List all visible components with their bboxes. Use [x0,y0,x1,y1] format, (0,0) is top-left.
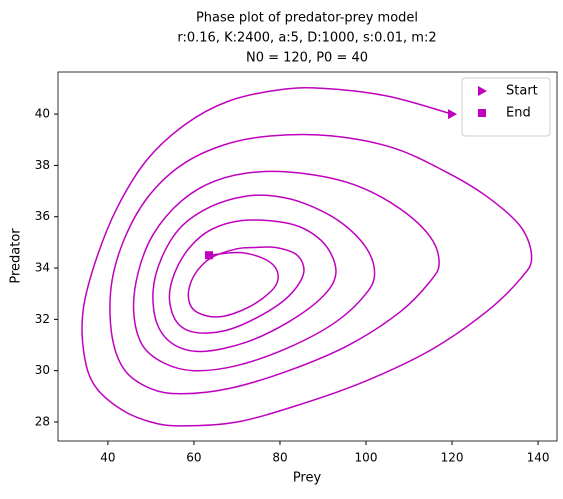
x-axis-label: Prey [293,471,322,486]
y-tick-label: 38 [35,158,50,172]
y-tick-label: 30 [35,363,50,377]
x-tick-label: 80 [272,451,287,465]
legend-symbol [478,109,486,117]
trajectory-line [81,87,533,427]
legend-symbol [478,86,487,96]
chart-subtitle: r:0.16, K:2400, a:5, D:1000, s:0.01, m:2 [177,31,436,46]
x-tick-label: 40 [100,451,115,465]
x-tick-label: 140 [527,451,550,465]
y-tick-label: 40 [35,107,50,121]
x-tick-label: 60 [186,451,201,465]
chart-title: Phase plot of predator-prey model [196,11,418,26]
y-tick-label: 32 [35,312,50,326]
marker-square [204,251,213,260]
legend-label: End [506,106,531,121]
chart-subtitle: N0 = 120, P0 = 40 [246,51,368,66]
marker-triangle [448,109,458,120]
legend-label: Start [506,84,538,99]
plot-frame [57,71,558,442]
x-tick-label: 100 [355,451,378,465]
y-axis-label: Predator [9,228,24,284]
y-tick-label: 36 [35,209,50,223]
y-tick-label: 34 [35,261,50,275]
y-tick-label: 28 [35,415,50,429]
x-tick-label: 120 [441,451,464,465]
